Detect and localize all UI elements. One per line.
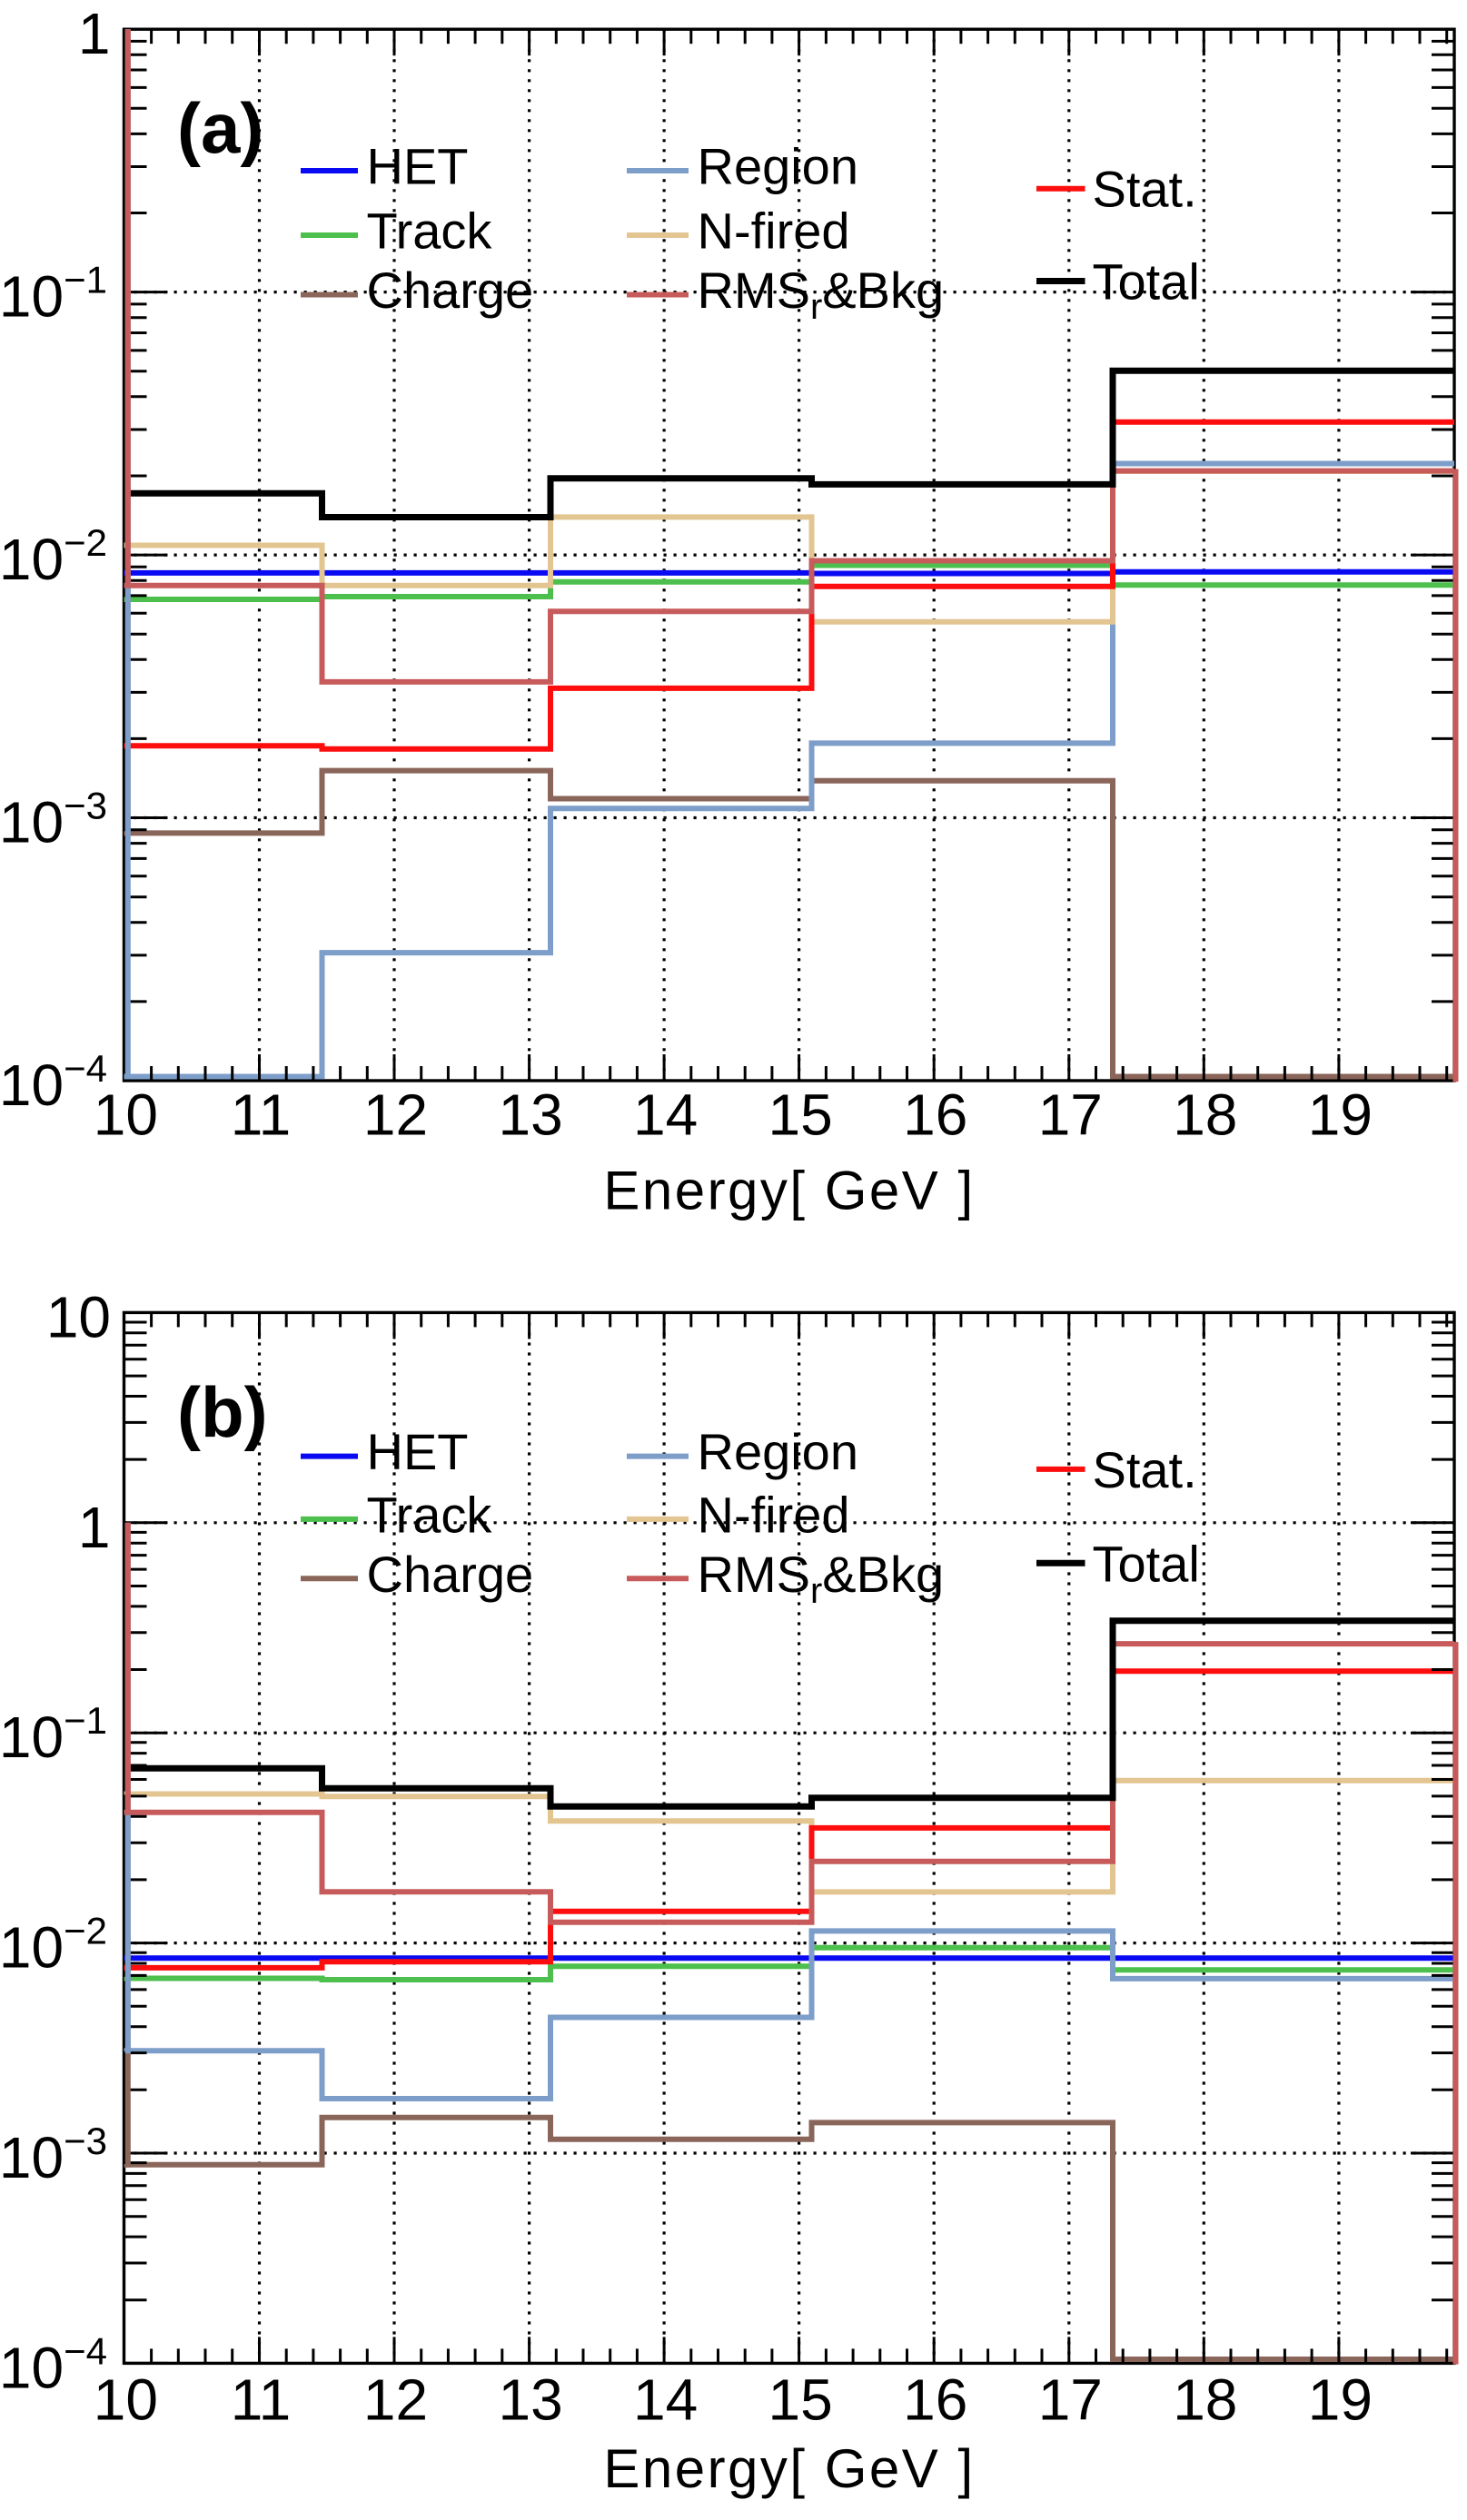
svg-text:12: 12 (363, 1082, 428, 1148)
svg-text:Stat.: Stat. (1093, 1441, 1197, 1498)
svg-text:10: 10 (94, 2367, 158, 2433)
svg-text:18: 18 (1173, 2367, 1237, 2433)
svg-text:11: 11 (231, 1082, 291, 1148)
svg-text:14: 14 (633, 1082, 698, 1148)
svg-text:13: 13 (499, 2367, 563, 2433)
svg-text:N-fired: N-fired (698, 203, 850, 260)
svg-text:Region: Region (698, 1423, 858, 1480)
svg-text:(a): (a) (177, 88, 263, 168)
svg-text:10−1: 10−1 (0, 259, 107, 330)
svg-text:19: 19 (1308, 2367, 1373, 2433)
svg-text:12: 12 (363, 2367, 428, 2433)
svg-text:19: 19 (1308, 1082, 1373, 1148)
svg-text:(b): (b) (177, 1372, 268, 1452)
svg-text:Total: Total (1093, 253, 1200, 311)
svg-text:Region: Region (698, 138, 858, 195)
svg-text:Charge: Charge (367, 262, 534, 319)
svg-text:Energy[ GeV ]: Energy[ GeV ] (603, 1161, 975, 1221)
svg-text:16: 16 (903, 2367, 967, 2433)
svg-text:10: 10 (94, 1082, 158, 1148)
svg-text:HET: HET (367, 1423, 469, 1480)
svg-text:1: 1 (78, 1, 111, 66)
svg-text:17: 17 (1038, 2367, 1103, 2433)
svg-text:N-fired: N-fired (698, 1486, 850, 1543)
svg-text:HET: HET (367, 138, 469, 195)
svg-text:11: 11 (231, 2367, 291, 2433)
svg-text:Energy[ GeV ]: Energy[ GeV ] (603, 2438, 975, 2499)
svg-text:18: 18 (1173, 1082, 1237, 1148)
svg-text:RMSr&Bkg: RMSr&Bkg (698, 1546, 945, 1611)
svg-text:14: 14 (633, 2367, 698, 2433)
svg-text:17: 17 (1038, 1082, 1103, 1148)
svg-text:Track: Track (367, 1486, 493, 1543)
svg-text:Charge: Charge (367, 1546, 534, 1603)
svg-text:Track: Track (367, 203, 493, 260)
svg-text:15: 15 (768, 1082, 833, 1148)
svg-text:Stat.: Stat. (1093, 161, 1197, 218)
svg-text:10−2: 10−2 (0, 521, 107, 592)
svg-text:16: 16 (903, 1082, 967, 1148)
svg-text:1: 1 (78, 1495, 111, 1560)
svg-text:13: 13 (499, 1082, 563, 1148)
svg-text:Total: Total (1093, 1535, 1200, 1592)
svg-text:10−2: 10−2 (0, 1910, 107, 1981)
svg-text:15: 15 (768, 2367, 833, 2433)
svg-text:10: 10 (46, 1284, 111, 1349)
